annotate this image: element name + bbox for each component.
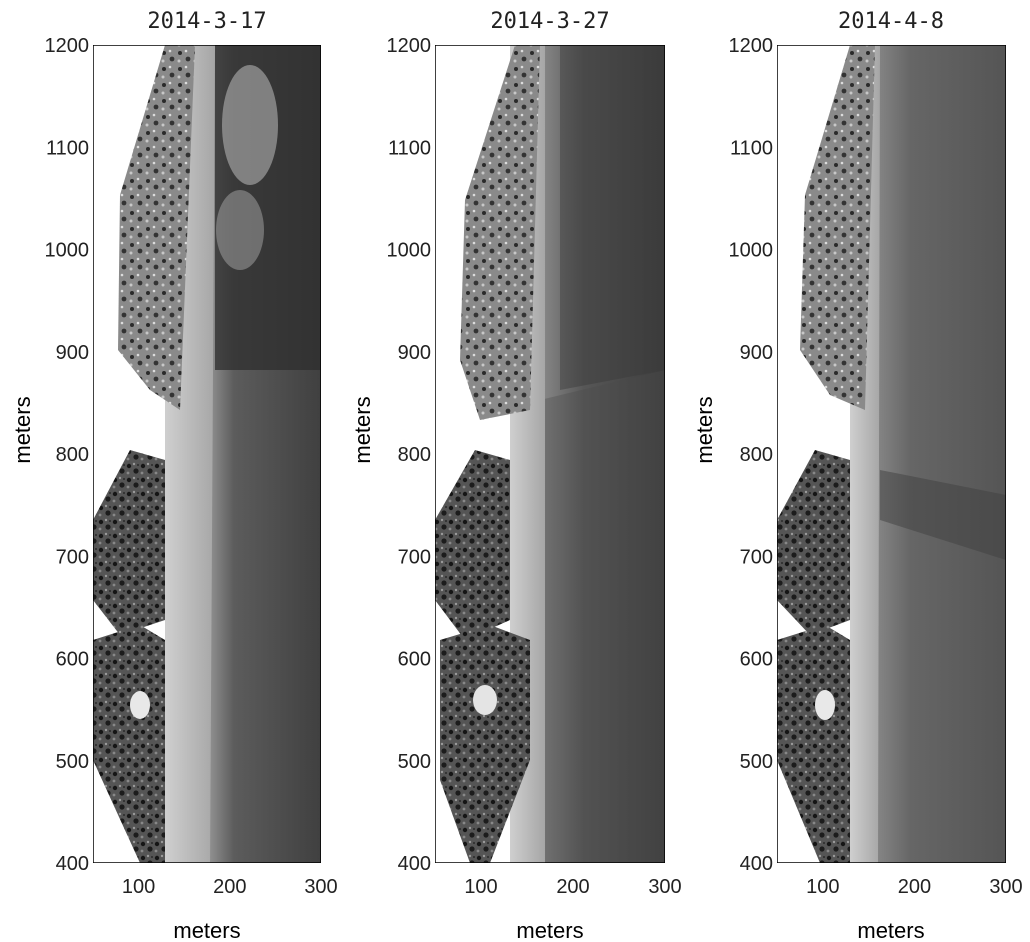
lower-land <box>777 625 850 863</box>
panel-1-ylabel: meters <box>10 396 35 463</box>
y-tick-label: 900 <box>398 342 431 364</box>
upper-land <box>800 45 875 410</box>
upper-land <box>118 45 195 410</box>
bright-feature <box>130 691 150 719</box>
dark-water-band <box>880 470 1006 560</box>
panel-3-xlabel: meters <box>857 918 924 942</box>
y-tick-label: 800 <box>740 444 773 466</box>
y-tick-label: 500 <box>56 751 89 773</box>
panel-2-title: 2014-3-27 <box>490 9 609 34</box>
y-tick-label: 1200 <box>45 35 90 57</box>
mid-land <box>777 450 850 635</box>
mid-land <box>435 450 510 640</box>
y-tick-label: 600 <box>740 649 773 671</box>
mid-land <box>93 450 165 635</box>
panel-3-title: 2014-4-8 <box>838 9 944 34</box>
panel-1-title: 2014-3-17 <box>147 9 266 34</box>
surf-foam <box>216 190 264 270</box>
y-tick-label: 700 <box>56 546 89 568</box>
y-tick-label: 600 <box>56 649 89 671</box>
panel-3 <box>777 45 1006 863</box>
y-tick-label: 500 <box>740 751 773 773</box>
y-tick-label: 900 <box>740 342 773 364</box>
panel-1 <box>93 45 321 863</box>
x-tick-label: 200 <box>898 876 931 898</box>
dark-water-patch <box>560 45 665 390</box>
y-tick-label: 900 <box>56 342 89 364</box>
x-tick-label: 200 <box>556 876 589 898</box>
x-tick-label: 200 <box>213 876 246 898</box>
bright-feature <box>473 685 497 715</box>
panel-1-xlabel: meters <box>173 918 240 942</box>
water-area <box>870 45 1006 863</box>
y-tick-label: 800 <box>398 444 431 466</box>
water-area <box>540 45 665 863</box>
y-tick-label: 400 <box>398 853 431 875</box>
y-tick-label: 1000 <box>387 240 432 262</box>
x-tick-label: 100 <box>464 876 497 898</box>
x-tick-label: 100 <box>806 876 839 898</box>
x-tick-label: 300 <box>648 876 681 898</box>
x-tick-label: 300 <box>989 876 1022 898</box>
upper-land <box>460 45 540 420</box>
y-tick-label: 400 <box>740 853 773 875</box>
tick-labels: 400 500 600 700 800 900 1000 1100 1200 100 200 300 4… <box>45 35 1023 898</box>
lower-land <box>93 625 165 863</box>
y-tick-label: 1100 <box>730 137 773 159</box>
y-tick-label: 700 <box>740 546 773 568</box>
y-tick-label: 600 <box>398 649 431 671</box>
y-tick-label: 1100 <box>46 137 89 159</box>
lower-land <box>440 625 530 863</box>
surf-foam <box>222 65 278 185</box>
y-tick-label: 1200 <box>729 35 774 57</box>
x-tick-label: 300 <box>304 876 337 898</box>
panel-2-ylabel: meters <box>350 396 375 463</box>
mosaic-seam <box>540 370 665 863</box>
panel-2-xlabel: meters <box>516 918 583 942</box>
x-tick-label: 100 <box>122 876 155 898</box>
y-tick-label: 800 <box>56 444 89 466</box>
y-tick-label: 1000 <box>45 240 90 262</box>
y-tick-label: 700 <box>398 546 431 568</box>
y-tick-label: 1200 <box>387 35 432 57</box>
y-tick-label: 1100 <box>388 137 431 159</box>
bright-feature <box>815 690 835 720</box>
panel-3-ylabel: meters <box>692 396 717 463</box>
y-tick-label: 1000 <box>729 240 774 262</box>
y-tick-label: 400 <box>56 853 89 875</box>
y-tick-label: 500 <box>398 751 431 773</box>
panel-2 <box>435 45 665 863</box>
